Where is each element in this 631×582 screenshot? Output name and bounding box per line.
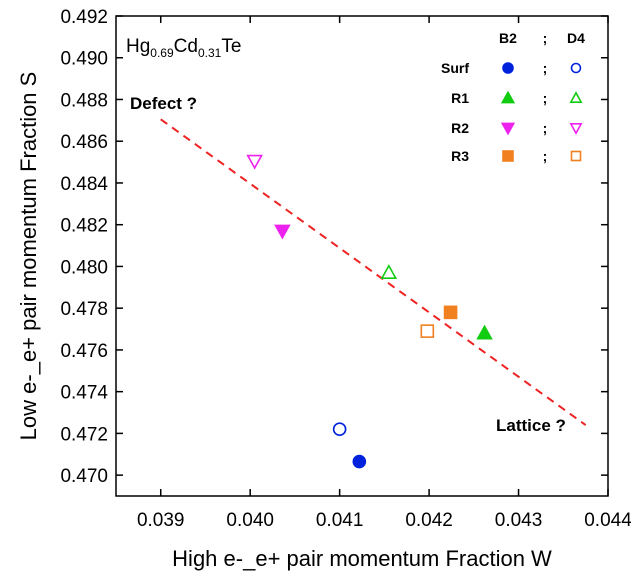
formula-sub-hg: 0.69 — [150, 46, 174, 60]
x-tick-label: 0.041 — [316, 510, 364, 531]
data-point-square-open — [420, 324, 435, 338]
formula-part-hg: Hg — [126, 36, 150, 57]
y-tick-label: 0.472 — [60, 424, 108, 445]
data-point-triangle-down-open — [246, 154, 263, 170]
annotation-lattice: Lattice ? — [496, 416, 566, 435]
data-point-circle-open — [332, 422, 347, 437]
data-point-circle-filled — [352, 454, 367, 469]
y-tick-label: 0.476 — [60, 341, 108, 362]
y-tick-label: 0.480 — [60, 257, 108, 278]
ticks-layer: 0.039 0.040 0.041 0.042 0.043 0.044 0.470 0.472… — [60, 7, 631, 531]
legend-separator-r2: ; — [543, 120, 548, 136]
y-tick-label: 0.484 — [60, 174, 108, 195]
data-point-triangle-down-filled — [274, 224, 291, 240]
x-axis-title: High e-_e+ pair momentum Fraction W — [172, 546, 552, 571]
marks-layer — [160, 118, 587, 469]
trend-line — [160, 118, 587, 426]
y-axis-title: Low e-_e+ pair momentum Fraction S — [16, 72, 41, 441]
y-tick-label: 0.490 — [60, 49, 108, 70]
x-tick-label: 0.039 — [137, 510, 185, 531]
legend-separator-surf: ; — [543, 60, 548, 76]
legend-separator-r1: ; — [543, 90, 548, 106]
legend-header-separator: ; — [543, 30, 548, 46]
legend-marker-r1-b2 — [500, 90, 516, 104]
y-tick-label: 0.478 — [60, 299, 108, 320]
formula-part-cd: Cd — [174, 36, 198, 57]
annotation-defect: Defect ? — [130, 94, 197, 113]
x-tick-label: 0.044 — [584, 510, 631, 531]
y-tick-label: 0.488 — [60, 90, 108, 111]
legend-label-r3: R3 — [451, 148, 469, 164]
y-tick-label: 0.482 — [60, 216, 108, 237]
legend-marker-r2-d4 — [569, 123, 583, 135]
legend-header-d4: D4 — [567, 30, 585, 46]
data-point-triangle-up-open — [380, 264, 398, 280]
legend-marker-r2-b2 — [500, 122, 516, 136]
legend-label-r1: R1 — [451, 90, 469, 106]
legend-marker-surf-b2 — [502, 62, 514, 74]
legend: B2 ; D4 Surf ; R1 ; R2 ; R3 ; — [441, 30, 585, 164]
sample-formula: Hg0.69Cd0.31Te — [126, 36, 241, 60]
x-tick-label: 0.042 — [405, 510, 453, 531]
y-tick-label: 0.486 — [60, 132, 108, 153]
legend-header-b2: B2 — [499, 30, 517, 46]
plot-frame — [115, 15, 609, 497]
y-tick-label: 0.492 — [60, 7, 108, 28]
legend-marker-surf-d4 — [570, 62, 582, 74]
legend-label-r2: R2 — [451, 120, 469, 136]
legend-marker-r3-d4 — [570, 150, 582, 162]
data-point-square-filled — [443, 305, 458, 320]
x-tick-label: 0.040 — [226, 510, 274, 531]
formula-part-te: Te — [221, 36, 241, 57]
legend-marker-r3-b2 — [502, 150, 514, 162]
formula-sub-cd: 0.31 — [198, 46, 222, 60]
y-tick-label: 0.470 — [60, 466, 108, 487]
legend-label-surf: Surf — [441, 60, 469, 76]
legend-marker-r1-d4 — [569, 91, 583, 103]
y-tick-label: 0.474 — [60, 383, 108, 404]
legend-separator-r3: ; — [543, 148, 548, 164]
data-point-triangle-up-filled — [476, 324, 493, 340]
x-tick-label: 0.043 — [495, 510, 543, 531]
